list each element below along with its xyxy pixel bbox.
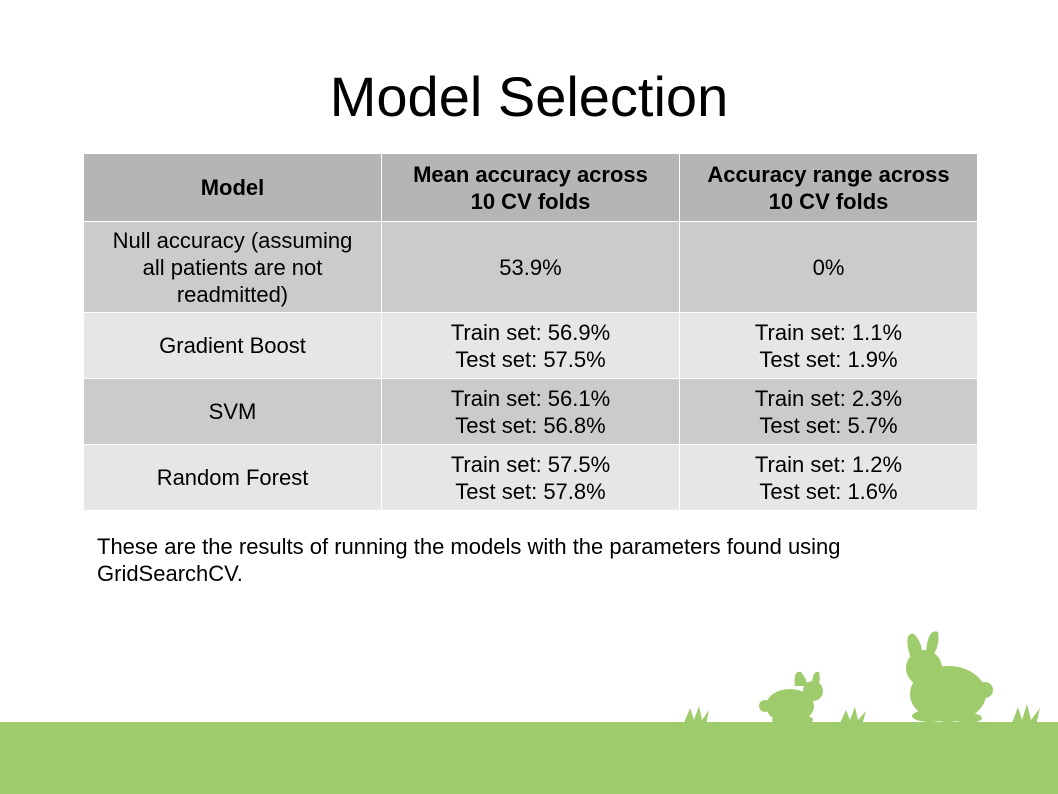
rabbit-small-icon <box>759 671 823 724</box>
rabbit-large-icon <box>906 631 993 723</box>
table-row: Null accuracy (assuming all patients are… <box>83 221 978 313</box>
cell-model: Gradient Boost <box>83 312 382 379</box>
grass-tuft-icon <box>840 707 866 725</box>
cell-mean: Train set: 56.1% Test set: 56.8% <box>381 378 680 445</box>
grass-tuft-icon <box>1012 704 1040 725</box>
slide-title: Model Selection <box>329 65 729 128</box>
cell-range: Train set: 2.3% Test set: 5.7% <box>679 378 978 445</box>
cell-range: Train set: 1.1% Test set: 1.9% <box>679 312 978 379</box>
cell-range: 0% <box>679 221 978 313</box>
table-row: Random Forest Train set: 57.5% Test set:… <box>83 444 978 511</box>
cell-model: Null accuracy (assuming all patients are… <box>83 221 382 313</box>
table-row: Gradient Boost Train set: 56.9% Test set… <box>83 312 978 379</box>
cell-model: SVM <box>83 378 382 445</box>
cell-range: Train set: 1.2% Test set: 1.6% <box>679 444 978 511</box>
cell-mean: Train set: 57.5% Test set: 57.8% <box>381 444 680 511</box>
header-mean-accuracy: Mean accuracy across 10 CV folds <box>381 153 680 222</box>
grass-ground <box>0 722 1058 794</box>
header-model: Model <box>83 153 382 222</box>
cell-mean: Train set: 56.9% Test set: 57.5% <box>381 312 680 379</box>
table-row: SVM Train set: 56.1% Test set: 56.8% Tra… <box>83 378 978 445</box>
results-table: Model Mean accuracy across 10 CV folds A… <box>83 153 978 511</box>
table-header-row: Model Mean accuracy across 10 CV folds A… <box>83 153 978 222</box>
slide-caption: These are the results of running the mod… <box>97 534 841 586</box>
header-accuracy-range: Accuracy range across 10 CV folds <box>679 153 978 222</box>
cell-model: Random Forest <box>83 444 382 511</box>
grass-tuft-icon <box>684 706 709 725</box>
decor-layer <box>684 631 1040 725</box>
cell-mean: 53.9% <box>381 221 680 313</box>
